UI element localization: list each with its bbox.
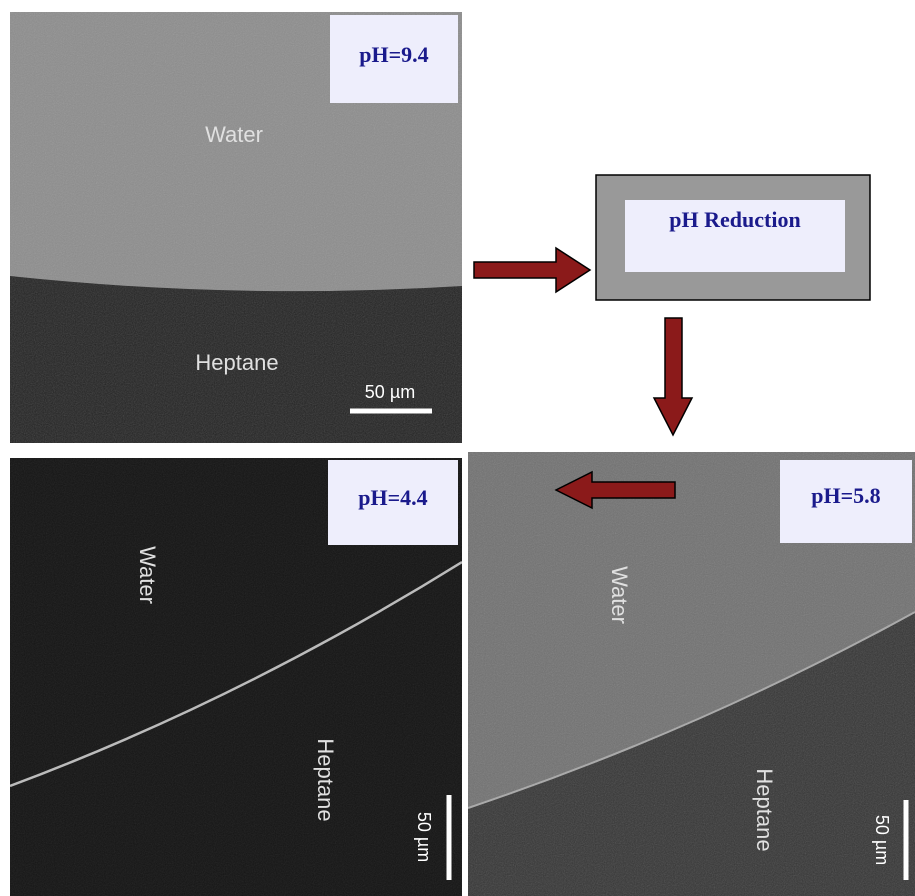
- scale-label: 50 µm: [414, 812, 434, 862]
- heptane-label: Heptane: [195, 350, 278, 375]
- arrow-right: [474, 248, 590, 292]
- water-label: Water: [135, 546, 160, 604]
- water-label: Water: [205, 122, 263, 147]
- heptane-label: Heptane: [752, 768, 777, 851]
- panel-ph-4-4: pH=4.4 Water Heptane 50 µm: [10, 458, 462, 896]
- scale-label: 50 µm: [365, 382, 415, 402]
- scale-label: 50 µm: [872, 815, 892, 865]
- figure: pH=9.4 Water Heptane 50 µm pH Reduction …: [0, 0, 915, 896]
- arrow-down: [654, 318, 692, 435]
- ph-label: pH=5.8: [811, 483, 880, 508]
- panel-ph-5-8: pH=5.8 Water Heptane 50 µm: [468, 452, 915, 896]
- panel-ph-9-4: pH=9.4 Water Heptane 50 µm: [10, 12, 462, 443]
- process-label: pH Reduction: [669, 207, 800, 232]
- ph-label: pH=9.4: [359, 42, 428, 67]
- ph-label: pH=4.4: [358, 485, 427, 510]
- heptane-label: Heptane: [313, 738, 338, 821]
- water-label: Water: [607, 566, 632, 624]
